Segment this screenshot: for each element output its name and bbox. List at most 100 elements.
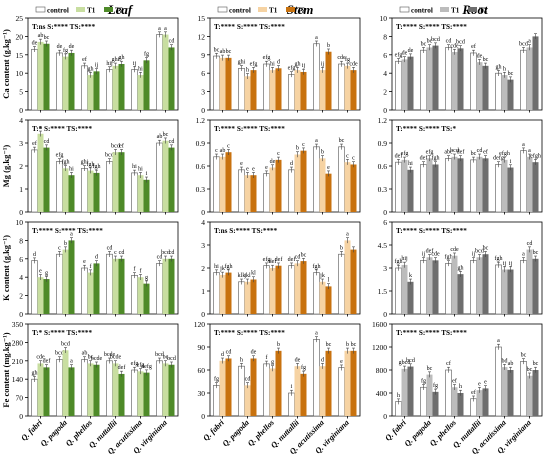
bar-t1 xyxy=(62,249,69,314)
stats-annotation: T:**** S:**** TS:**** xyxy=(396,329,467,337)
significance-letter: efg xyxy=(250,60,258,67)
y-tick-label: 1.5 xyxy=(378,287,388,296)
significance-letter: h xyxy=(240,357,243,363)
y-tick-label: 0 xyxy=(19,310,23,319)
y-tick-label: 0 xyxy=(19,208,23,217)
significance-letter: d xyxy=(277,60,280,66)
significance-letter: fg xyxy=(144,51,149,58)
significance-letter: bc xyxy=(339,138,345,144)
significance-letter: def xyxy=(288,256,296,263)
bar-t2 xyxy=(507,269,514,314)
significance-letter: hi xyxy=(408,161,413,167)
bar-t1 xyxy=(476,62,483,110)
bar-t1 xyxy=(112,363,119,416)
y-tick-label: 140 xyxy=(12,375,24,384)
bar-t2 xyxy=(482,158,489,212)
bar-control xyxy=(313,43,320,111)
significance-letter: bc xyxy=(163,355,169,361)
bar-t1 xyxy=(294,154,301,212)
y-tick-label: 6 xyxy=(383,51,387,60)
legend-label: control xyxy=(47,7,69,15)
significance-letter: fg xyxy=(433,382,438,389)
bar-t1 xyxy=(426,158,433,212)
plot-frame xyxy=(209,17,361,111)
significance-letter: a xyxy=(70,232,73,238)
significance-letter: cd xyxy=(446,39,452,45)
bar-control xyxy=(131,172,138,213)
bar-t2 xyxy=(432,164,439,212)
significance-letter: klk xyxy=(238,273,246,279)
bar-t2 xyxy=(225,57,232,110)
significance-letter: bc xyxy=(508,71,514,77)
significance-letter: f xyxy=(266,354,268,361)
column-header-leaf: Leaf xyxy=(107,2,134,17)
bar-control xyxy=(470,159,477,213)
significance-letter: h xyxy=(503,66,506,72)
bar-t2 xyxy=(68,240,75,314)
bar-t1 xyxy=(294,70,301,110)
bar-t2 xyxy=(532,36,539,110)
plot-frame xyxy=(391,323,543,417)
significance-letter: i xyxy=(291,384,293,390)
significance-letter: fgh xyxy=(445,254,453,261)
bar-t2 xyxy=(532,370,539,416)
bar-control xyxy=(420,164,427,213)
significance-letter: bc xyxy=(471,151,477,157)
bar-t2 xyxy=(143,60,150,110)
y-tick-label: 4 xyxy=(19,273,23,282)
significance-letter: cd xyxy=(245,377,251,383)
significance-letter: cd xyxy=(477,148,483,154)
bar-control xyxy=(213,55,220,111)
bar-t2 xyxy=(250,279,257,314)
significance-letter: c xyxy=(352,156,355,162)
bar-control xyxy=(238,169,245,213)
significance-letter: ij xyxy=(422,252,426,258)
bar-t1 xyxy=(294,263,301,314)
legend-label: T2 xyxy=(115,7,124,15)
bar-t1 xyxy=(112,258,119,314)
stats-annotation: T:**** S:**** TS:* xyxy=(396,125,456,133)
bar-control xyxy=(31,260,38,315)
significance-letter: a xyxy=(315,138,318,144)
bar-control xyxy=(313,272,320,315)
bar-t2 xyxy=(168,47,175,110)
stats-annotation: T:* S:**** TS:**** xyxy=(32,125,92,133)
significance-letter: ef xyxy=(483,149,488,156)
significance-letter: ij xyxy=(95,63,99,69)
bar-t1 xyxy=(137,175,144,212)
plot-frame xyxy=(209,119,361,213)
significance-letter: i xyxy=(146,171,148,177)
significance-letter: bcd xyxy=(161,250,170,256)
bar-t2 xyxy=(275,68,282,110)
significance-letter: bcd xyxy=(111,143,120,149)
significance-letter: ab xyxy=(82,351,88,357)
bar-control xyxy=(131,69,138,111)
significance-letter: cde xyxy=(337,55,346,61)
significance-letter: gh xyxy=(295,61,301,67)
significance-letter: d xyxy=(95,255,98,261)
significance-letter: gh xyxy=(119,55,125,61)
bar-t2 xyxy=(532,258,539,314)
bar-control xyxy=(288,392,295,417)
significance-letter: gh xyxy=(88,66,94,72)
y-tick-label: 2 xyxy=(19,292,23,301)
significance-letter: c xyxy=(277,151,280,157)
significance-letter: a xyxy=(497,338,500,344)
significance-letter: efg xyxy=(288,65,296,72)
bar-t1 xyxy=(476,156,483,212)
y-tick-label: 4.5 xyxy=(378,241,388,250)
bar-control xyxy=(520,150,527,213)
bar-control xyxy=(420,49,427,111)
legend: control T1 T2 xyxy=(35,7,124,15)
significance-letter: bcd xyxy=(61,342,70,348)
bar-t2 xyxy=(225,272,232,314)
y-tick-label: 8 xyxy=(19,236,23,245)
y-tick-label: 8 xyxy=(383,32,387,41)
significance-letter: a xyxy=(522,142,525,148)
significance-letter: b xyxy=(296,146,299,152)
bar-control xyxy=(288,265,295,315)
bar-t1 xyxy=(37,133,44,212)
significance-letter: bcd xyxy=(155,352,164,358)
